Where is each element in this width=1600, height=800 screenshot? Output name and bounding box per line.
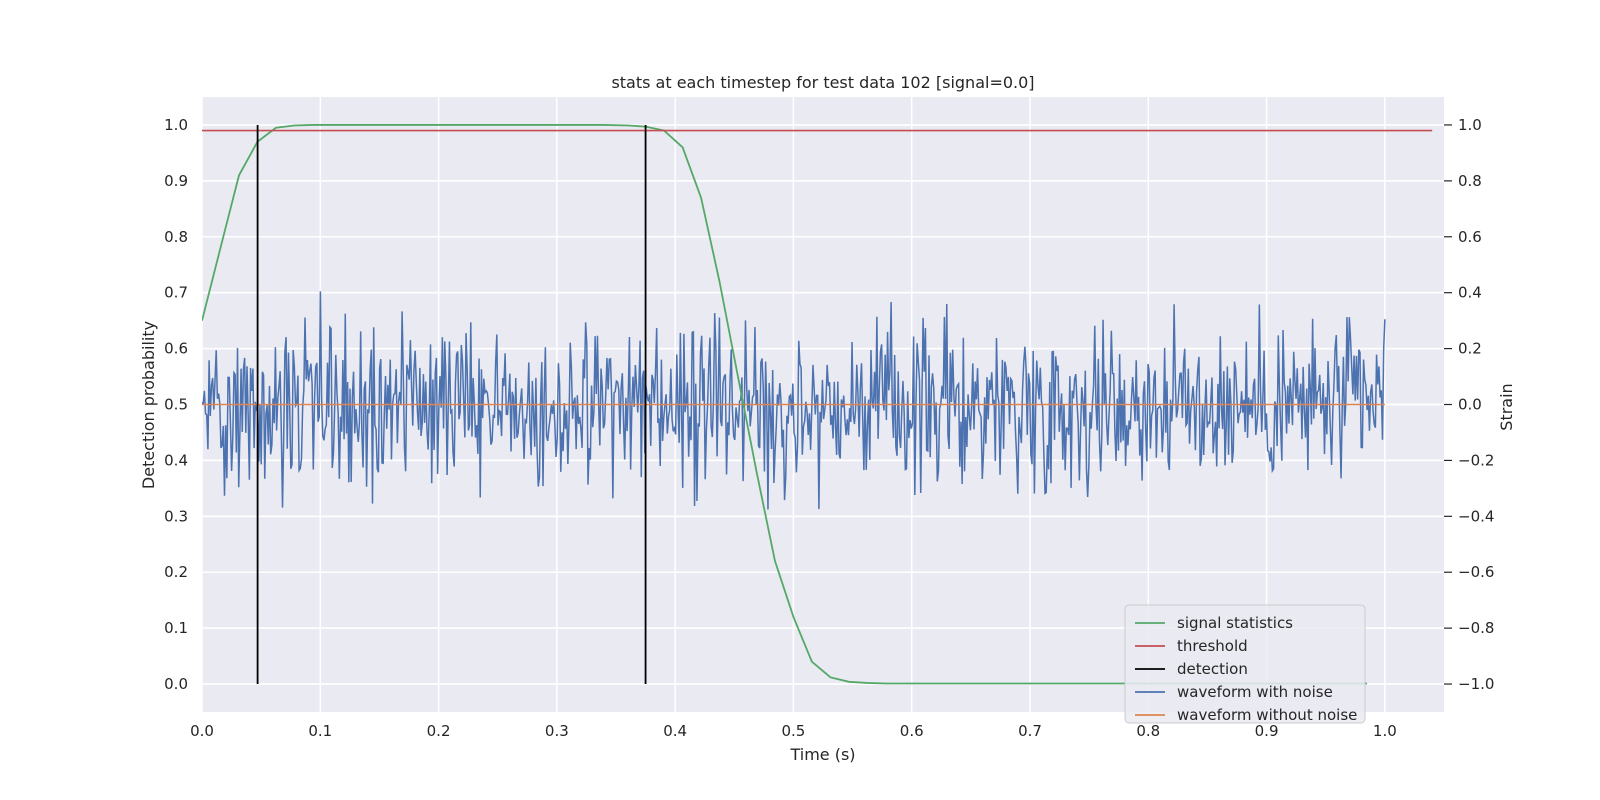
y-right-tick-label: 1.0 [1458, 116, 1482, 134]
x-tick-label: 1.0 [1373, 722, 1397, 740]
legend-label-threshold: threshold [1177, 637, 1248, 655]
y-left-tick-label: 0.2 [164, 563, 188, 581]
y-left-tick-label: 0.4 [164, 451, 188, 469]
series-signal-statistics [202, 124, 1368, 685]
y-left-tick-label: 0.6 [164, 340, 188, 358]
y-left-tick-label: 0.8 [164, 228, 188, 246]
y-right-tick-label: 0.0 [1458, 396, 1482, 414]
y-left-tick-label: 0.5 [164, 396, 188, 414]
legend-label-waveform-without-noise: waveform without noise [1177, 706, 1357, 724]
y-left-tick-label: 0.9 [164, 172, 188, 190]
y-right-tick-label: 0.2 [1458, 340, 1482, 358]
y-left-tick-label: 0.0 [164, 675, 188, 693]
y-axis-left-label: Detection probability [139, 321, 158, 489]
legend: signal statistics threshold detection wavef… [1124, 604, 1366, 724]
y-right-tick-label: −0.4 [1458, 507, 1494, 525]
y-right-tick-label: −0.8 [1458, 619, 1494, 637]
x-tick-label: 0.9 [1255, 722, 1279, 740]
y-axis-right: −1.0 −0.8 −0.6 −0.4 −0.2 0.0 0.2 0.4 0.6 0.8 1.0 [1444, 116, 1494, 693]
y-right-tick-label: 0.6 [1458, 228, 1482, 246]
y-left-tick-label: 0.1 [164, 619, 188, 637]
x-tick-label: 0.0 [190, 722, 214, 740]
y-right-tick-label: −0.6 [1458, 563, 1494, 581]
y-right-tick-label: −0.2 [1458, 451, 1494, 469]
y-left-tick-label: 0.7 [164, 284, 188, 302]
series-waveform-with-noise [202, 291, 1386, 510]
x-tick-label: 0.8 [1136, 722, 1160, 740]
y-right-tick-label: 0.4 [1458, 284, 1482, 302]
y-left-tick-label: 1.0 [164, 116, 188, 134]
y-left-tick-label: 0.3 [164, 507, 188, 525]
x-axis-label: Time (s) [789, 745, 855, 764]
legend-box [1124, 604, 1366, 724]
x-tick-label: 0.6 [900, 722, 924, 740]
x-tick-label: 0.1 [308, 722, 332, 740]
x-tick-label: 0.7 [1018, 722, 1042, 740]
x-tick-label: 0.4 [663, 722, 687, 740]
legend-label-waveform-with-noise: waveform with noise [1177, 683, 1333, 701]
x-tick-label: 0.3 [545, 722, 569, 740]
y-right-tick-label: −1.0 [1458, 675, 1494, 693]
series-layer [202, 124, 1433, 685]
legend-label-signal-statistics: signal statistics [1177, 614, 1293, 632]
y-right-tick-label: 0.8 [1458, 172, 1482, 190]
legend-label-detection: detection [1177, 660, 1248, 678]
y-axis-left: 0.0 0.1 0.2 0.3 0.4 0.5 0.6 0.7 0.8 0.9 1.0 [164, 116, 188, 693]
x-tick-label: 0.5 [781, 722, 805, 740]
x-axis: 0.0 0.1 0.2 0.3 0.4 0.5 0.6 0.7 0.8 0.9 1.0 [190, 722, 1397, 740]
x-tick-label: 0.2 [427, 722, 451, 740]
y-axis-right-label: Strain [1497, 383, 1516, 430]
chart-title: stats at each timestep for test data 102… [611, 73, 1034, 92]
